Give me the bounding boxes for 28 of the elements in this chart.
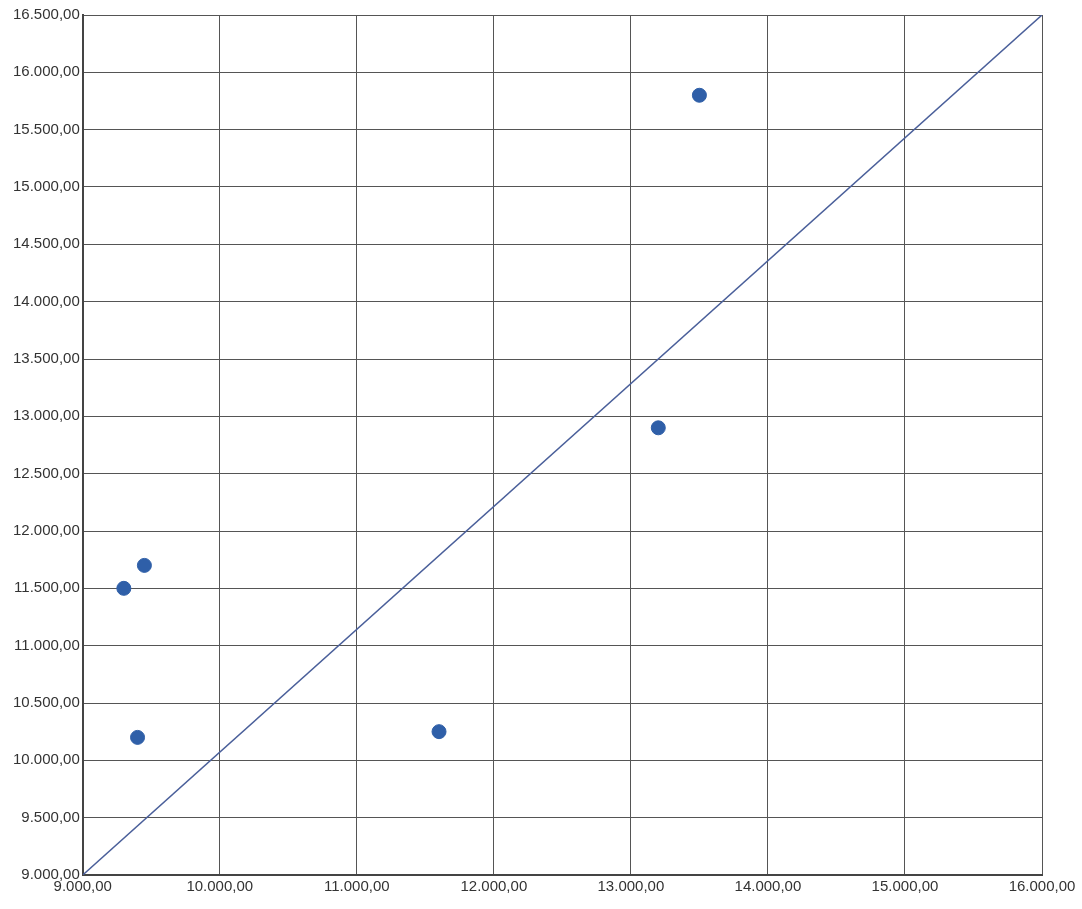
x-tick-label: 13.000,00 [597,877,665,895]
x-tick-label: 15.000,00 [871,877,939,895]
point [116,580,132,596]
y-tick-label: 10.500,00 [13,693,80,711]
y-tick-label: 15.500,00 [13,119,80,137]
x-tick-label: 11.000,00 [324,877,390,895]
point [691,87,707,103]
point [130,729,146,745]
y-tick-label: 11.000,00 [14,635,80,653]
point [650,420,666,436]
y-tick-label: 10.000,00 [13,750,80,768]
y-tick-label: 12.500,00 [13,463,80,481]
y-tick-label: 16.500,00 [13,5,80,23]
y-tick-label: 14.000,00 [13,291,80,309]
y-tick-label: 13.000,00 [13,406,80,424]
y-tick-label: 12.000,00 [13,521,80,539]
y-tick-label: 15.000,00 [13,177,80,195]
x-tick-label: 10.000,00 [186,877,254,895]
y-tick-label: 16.000,00 [13,62,80,80]
y-tick-label: 13.500,00 [13,349,80,367]
x-tick-label: 16.000,00 [1008,877,1076,895]
point [136,557,152,573]
x-tick-label: 12.000,00 [460,877,528,895]
y-tick-label: 9.500,00 [21,807,80,825]
y-tick-label: 11.500,00 [14,578,80,596]
point [431,724,447,740]
y-tick-label: 14.500,00 [13,234,80,252]
x-tick-label: 14.000,00 [734,877,802,895]
